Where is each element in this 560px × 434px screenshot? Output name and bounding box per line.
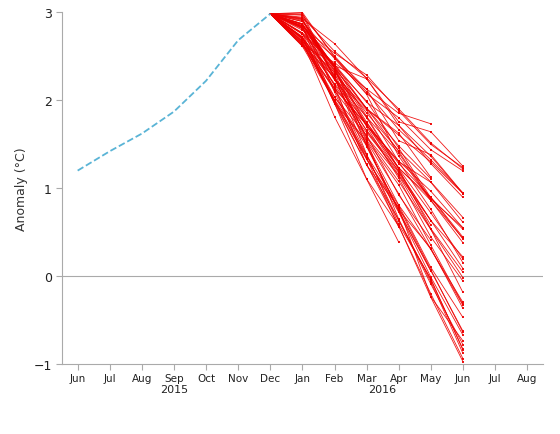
Text: Jun: Jun — [455, 373, 471, 383]
Text: Nov: Nov — [228, 373, 248, 383]
Text: Jul: Jul — [489, 373, 501, 383]
Text: Aug: Aug — [132, 373, 152, 383]
Text: Jan: Jan — [295, 373, 310, 383]
Text: Jul: Jul — [104, 373, 116, 383]
Text: 2015: 2015 — [160, 384, 188, 394]
Text: May: May — [420, 373, 441, 383]
Text: 2016: 2016 — [368, 384, 396, 394]
Text: Apr: Apr — [390, 373, 408, 383]
Text: Mar: Mar — [357, 373, 376, 383]
Text: Aug: Aug — [517, 373, 538, 383]
Text: Feb: Feb — [325, 373, 344, 383]
Text: Jun: Jun — [69, 373, 86, 383]
Y-axis label: Anomaly (°C): Anomaly (°C) — [15, 147, 28, 230]
Text: Oct: Oct — [197, 373, 215, 383]
Text: Sep: Sep — [164, 373, 184, 383]
Text: Dec: Dec — [260, 373, 281, 383]
